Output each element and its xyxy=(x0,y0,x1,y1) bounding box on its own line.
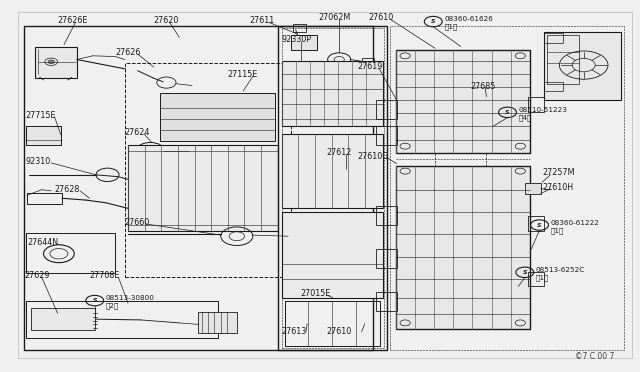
Text: 27015E: 27015E xyxy=(301,289,331,298)
Text: S: S xyxy=(537,222,542,228)
Bar xyxy=(26,301,218,338)
Bar xyxy=(278,26,387,350)
Text: 27613: 27613 xyxy=(282,327,307,336)
Text: （1）: （1） xyxy=(550,227,564,234)
Bar xyxy=(547,35,579,84)
Bar xyxy=(160,93,275,141)
Bar xyxy=(24,26,373,350)
Text: 27628: 27628 xyxy=(54,185,80,194)
Text: （4）: （4） xyxy=(518,114,532,121)
Text: 27620: 27620 xyxy=(154,16,179,25)
Text: 27115E: 27115E xyxy=(227,70,257,79)
Text: （2）: （2） xyxy=(106,302,119,309)
Bar xyxy=(525,183,541,194)
Text: S: S xyxy=(431,19,436,24)
Bar xyxy=(528,97,544,112)
Text: 08513-6252C: 08513-6252C xyxy=(536,267,585,273)
Text: 27610: 27610 xyxy=(326,327,352,336)
Text: 27660: 27660 xyxy=(125,218,150,227)
Text: 27610: 27610 xyxy=(368,13,393,22)
Text: 27611: 27611 xyxy=(250,16,275,25)
Bar xyxy=(282,134,383,208)
Text: 27629: 27629 xyxy=(24,271,50,280)
Text: 27708E: 27708E xyxy=(90,271,120,280)
Text: ©7 C 00 7: ©7 C 00 7 xyxy=(575,352,614,361)
Text: S: S xyxy=(522,270,527,275)
Text: 08513-30800: 08513-30800 xyxy=(106,295,154,301)
Bar xyxy=(285,301,380,346)
Bar xyxy=(282,61,383,126)
Text: 08510-51223: 08510-51223 xyxy=(518,107,567,113)
Bar xyxy=(376,100,397,119)
Text: 27644N: 27644N xyxy=(27,238,58,247)
Bar xyxy=(125,63,291,277)
Text: 92330P: 92330P xyxy=(282,35,312,44)
Text: 27062M: 27062M xyxy=(319,13,351,22)
Bar xyxy=(27,193,62,204)
Text: 27610G: 27610G xyxy=(357,152,388,161)
Text: 27626E: 27626E xyxy=(58,16,88,25)
Circle shape xyxy=(48,60,54,64)
Text: 08360-61626: 08360-61626 xyxy=(445,16,493,22)
Text: 08360-61222: 08360-61222 xyxy=(550,220,599,226)
Text: 27624: 27624 xyxy=(125,128,150,137)
Bar xyxy=(544,33,563,43)
Text: 27619: 27619 xyxy=(357,62,383,71)
Bar xyxy=(35,46,77,78)
Bar xyxy=(293,24,306,32)
Text: S: S xyxy=(505,110,510,115)
Bar xyxy=(544,82,563,91)
Bar xyxy=(396,166,530,329)
Bar xyxy=(282,28,384,348)
Bar xyxy=(198,312,237,333)
Text: 27715E: 27715E xyxy=(26,111,56,120)
Bar xyxy=(544,32,621,100)
Bar xyxy=(390,26,624,350)
Text: （1）: （1） xyxy=(536,274,549,281)
Bar xyxy=(128,145,278,231)
Bar xyxy=(31,308,95,330)
Bar xyxy=(26,232,115,273)
Bar xyxy=(291,35,317,50)
Bar xyxy=(376,206,397,225)
Bar xyxy=(528,216,544,231)
Bar xyxy=(376,292,397,311)
Bar xyxy=(282,212,383,298)
Text: 27685: 27685 xyxy=(470,82,496,91)
Text: 27610H: 27610H xyxy=(543,183,574,192)
Bar xyxy=(376,249,397,268)
Bar xyxy=(528,272,544,286)
Text: 27612: 27612 xyxy=(326,148,352,157)
Bar xyxy=(376,126,397,145)
Text: 27626: 27626 xyxy=(115,48,141,57)
Text: 27257M: 27257M xyxy=(543,169,575,177)
Bar xyxy=(396,50,530,153)
Text: S: S xyxy=(92,298,97,303)
Text: （1）: （1） xyxy=(445,23,458,30)
Text: 92310: 92310 xyxy=(26,157,51,166)
Bar xyxy=(163,146,189,155)
Bar xyxy=(362,58,374,65)
Bar xyxy=(26,126,61,145)
